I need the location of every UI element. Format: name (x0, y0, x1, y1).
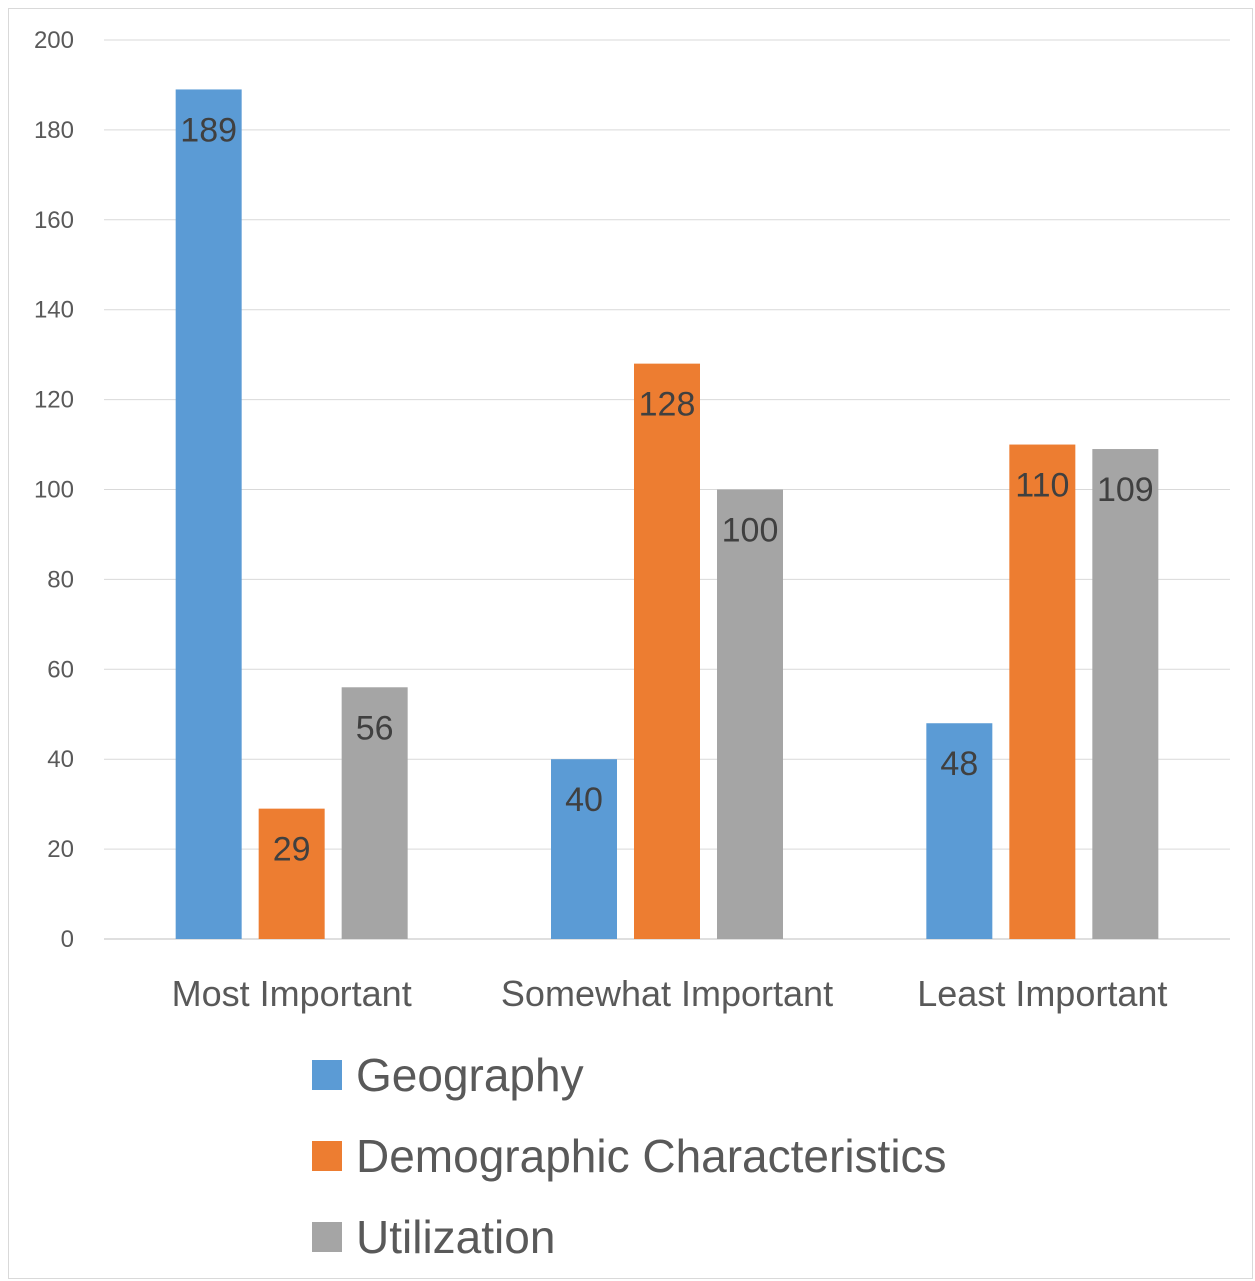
bar (258, 808, 325, 939)
y-axis-tick-labels: 0 20 40 60 80 100 120 140 160 180 200 (34, 27, 74, 953)
y-tick-label: 100 (34, 477, 74, 504)
legend-label: Utilization (356, 1211, 555, 1263)
x-tick-label: Somewhat Important (501, 973, 833, 1014)
data-label: 110 (1015, 467, 1069, 505)
data-label: 56 (356, 709, 394, 747)
bar (1009, 444, 1076, 939)
y-tick-label: 160 (34, 207, 74, 234)
bars (175, 89, 1159, 939)
data-label: 100 (722, 512, 779, 550)
legend-label: Geography (356, 1049, 584, 1101)
bar (341, 687, 408, 939)
data-label: 48 (940, 745, 978, 783)
y-tick-label: 40 (47, 746, 74, 773)
y-tick-label: 180 (34, 117, 74, 144)
data-label: 128 (639, 386, 696, 424)
legend-swatch (312, 1060, 342, 1090)
y-tick-label: 0 (61, 926, 74, 953)
data-label: 109 (1097, 471, 1154, 509)
legend-label: Demographic Characteristics (356, 1130, 947, 1182)
x-tick-label: Least Important (917, 973, 1167, 1014)
category-labels: Most Important Somewhat Important Least Im… (172, 973, 1168, 1014)
y-tick-label: 60 (47, 656, 74, 683)
bar (717, 489, 783, 939)
y-tick-label: 80 (47, 566, 74, 593)
bar (175, 89, 242, 939)
legend-swatch (312, 1141, 342, 1171)
x-tick-label: Most Important (172, 973, 412, 1014)
bar (926, 723, 993, 939)
y-tick-label: 120 (34, 387, 74, 414)
y-tick-label: 20 (47, 836, 74, 863)
bar (551, 759, 617, 939)
data-label: 29 (273, 831, 311, 869)
bar (634, 363, 700, 939)
data-labels: 189 29 56 40 128 100 48 110 109 (180, 111, 1153, 868)
y-tick-label: 200 (34, 27, 74, 54)
y-tick-label: 140 (34, 297, 74, 324)
data-label: 189 (180, 111, 237, 149)
bar (1092, 449, 1159, 939)
data-label: 40 (565, 781, 603, 819)
legend: Geography Demographic Characteristics Util… (312, 1049, 947, 1263)
legend-swatch (312, 1222, 342, 1252)
